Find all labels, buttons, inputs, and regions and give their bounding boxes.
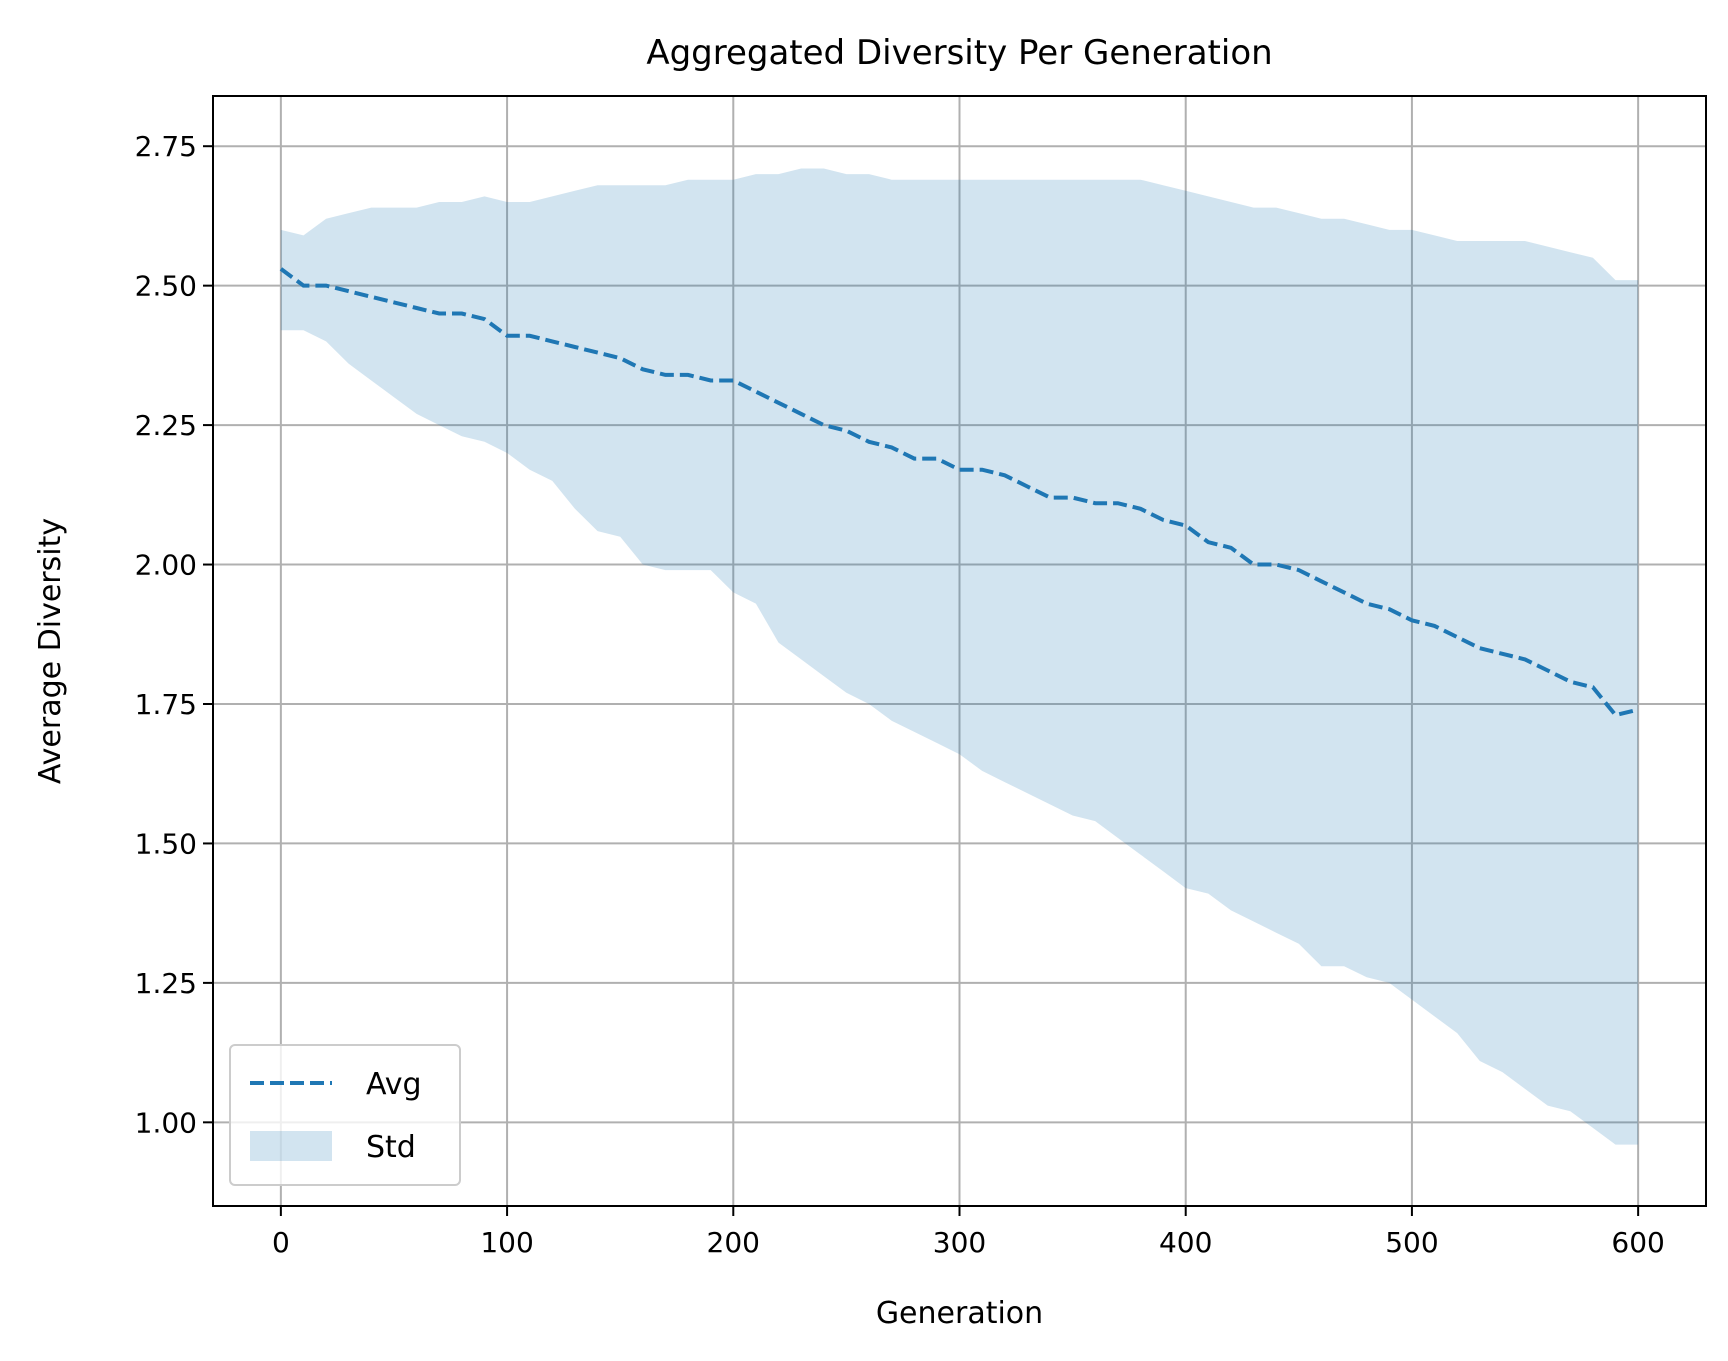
x-axis-ticks: 0 100 200 300 400 500 600	[272, 1206, 1665, 1259]
x-tick-label: 200	[707, 1226, 760, 1259]
x-tick-label: 600	[1611, 1226, 1664, 1259]
y-tick-label: 2.50	[135, 270, 197, 303]
x-axis-label: Generation	[876, 1296, 1043, 1331]
x-tick-label: 300	[933, 1226, 986, 1259]
legend-std-swatch	[250, 1131, 332, 1161]
y-axis-ticks: 1.00 1.25 1.50 1.75 2.00 2.25 2.50 2.75	[135, 130, 213, 1139]
legend-box	[229, 1044, 461, 1186]
y-tick-label: 1.00	[135, 1106, 197, 1139]
y-tick-label: 1.75	[135, 688, 197, 721]
std-band	[280, 168, 1639, 1145]
y-tick-label: 1.25	[135, 967, 197, 1000]
y-tick-label: 1.50	[135, 827, 197, 860]
legend-std-label: Std	[366, 1130, 416, 1165]
avg-line	[279, 267, 1639, 718]
y-tick-label: 2.25	[135, 409, 197, 442]
x-tick-label: 100	[480, 1226, 533, 1259]
x-tick-label: 400	[1159, 1226, 1212, 1259]
chart-title: Aggregated Diversity Per Generation	[646, 33, 1272, 73]
y-tick-label: 2.75	[135, 130, 197, 163]
avg-line-layer	[279, 267, 1639, 718]
x-tick-label: 500	[1385, 1226, 1438, 1259]
legend-avg-label: Avg	[366, 1067, 422, 1102]
legend: Avg Std	[229, 1044, 461, 1186]
y-axis-label: Average Diversity	[33, 518, 68, 784]
grid	[213, 96, 1706, 1206]
y-tick-label: 2.00	[135, 549, 197, 582]
x-tick-label: 0	[272, 1226, 290, 1259]
std-band-layer	[280, 168, 1639, 1145]
